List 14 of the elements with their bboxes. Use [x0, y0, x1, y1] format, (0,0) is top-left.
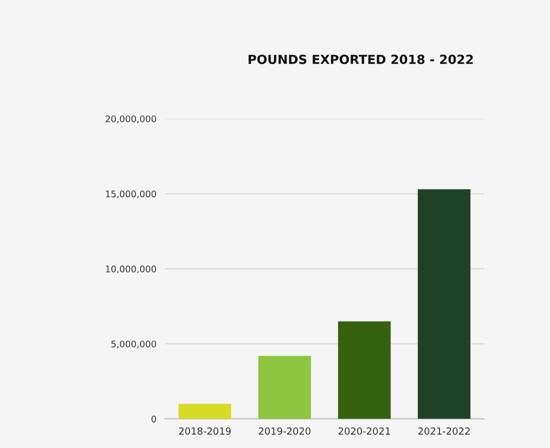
- bar: [258, 356, 311, 419]
- y-tick-label: 15,000,000: [106, 190, 156, 198]
- x-tick-label: 2020-2021: [338, 427, 390, 435]
- x-tick-label: 2021-2022: [418, 427, 470, 435]
- bar: [338, 321, 391, 419]
- x-tick-label: 2018-2019: [179, 427, 231, 435]
- chart-title: POUNDS EXPORTED 2018 - 2022: [248, 54, 473, 64]
- x-tick-label: 2019-2020: [258, 427, 310, 435]
- y-tick-label: 0: [152, 416, 156, 422]
- bar: [178, 404, 232, 419]
- y-tick-label: 20,000,000: [106, 115, 156, 124]
- y-tick-label: 10,000,000: [106, 266, 156, 274]
- y-tick-label: 5,000,000: [111, 340, 156, 348]
- bar: [418, 189, 470, 419]
